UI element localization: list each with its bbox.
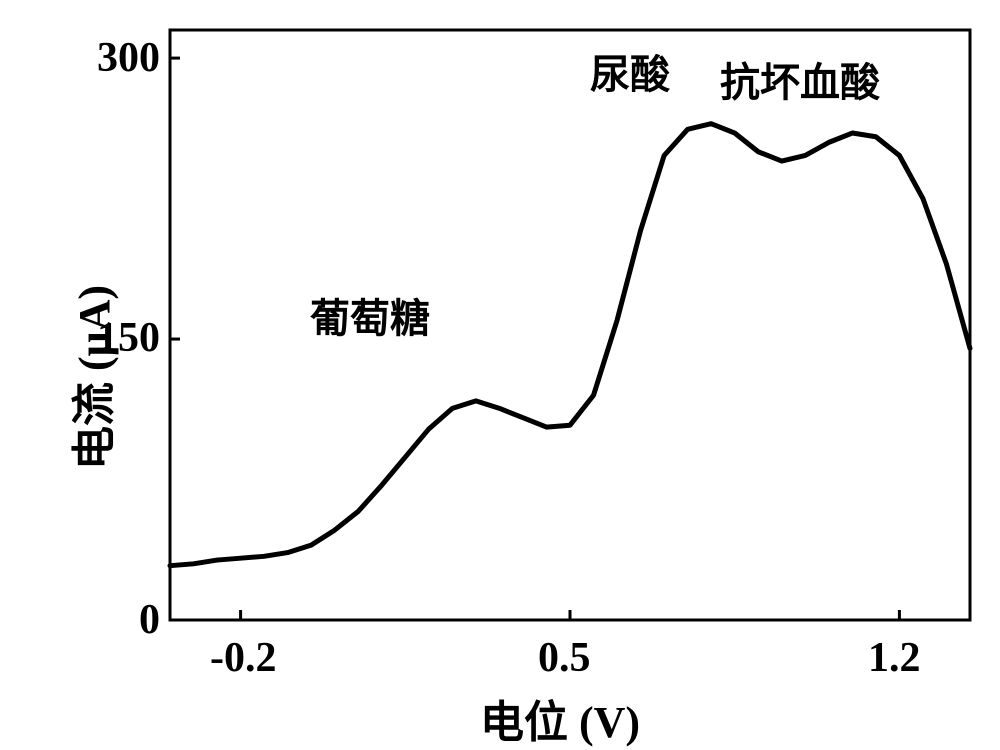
x-tick-label-0: -0.2	[210, 634, 277, 682]
x-tick-label-2: 1.2	[868, 634, 921, 682]
y-tick-label-0: 0	[130, 596, 160, 644]
annotation-glucose: 葡萄糖	[310, 286, 430, 344]
x-axis-label: 电位 (V)	[480, 686, 640, 750]
y-tick-label-1: 150	[86, 314, 160, 362]
series-dpv-curve	[170, 124, 970, 566]
annotation-uric-acid: 尿酸	[590, 42, 670, 100]
annotation-ascorbic-acid: 抗坏血酸	[720, 50, 880, 108]
y-tick-label-2: 300	[86, 34, 160, 82]
x-tick-label-1: 0.5	[538, 634, 591, 682]
figure: 电流 (μA) 电位 (V) 0 150 300 -0.2 0.5 1.2 葡萄…	[0, 0, 1000, 750]
plot-frame	[170, 30, 970, 620]
y-axis-label: 电流 (μA)	[58, 285, 122, 470]
